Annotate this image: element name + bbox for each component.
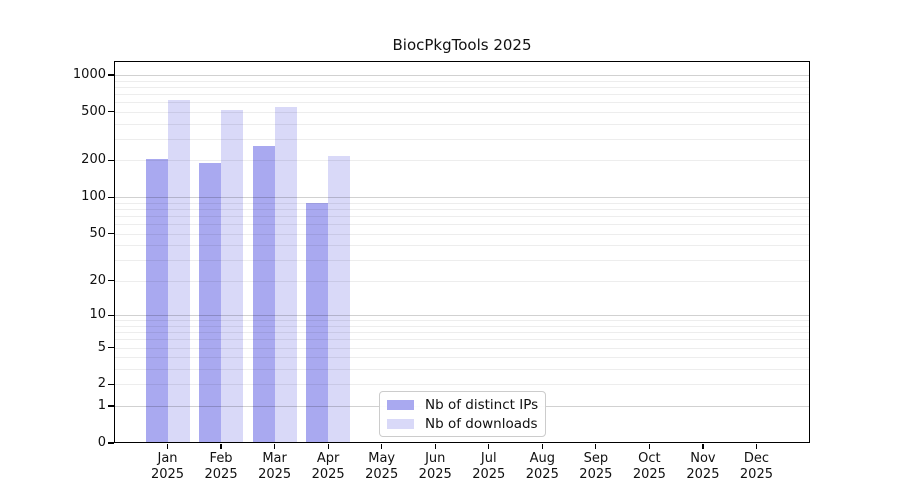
y-axis-tick-1 [108, 405, 114, 407]
y-axis-tick-label-2: 2 [97, 376, 106, 392]
y-axis-tick-label-5: 5 [97, 339, 106, 355]
gridline-minor-60 [114, 224, 810, 225]
gridline-major-100 [114, 197, 810, 199]
x-axis-tick-may [381, 444, 383, 449]
gridline-major-1000 [114, 74, 810, 76]
gridline-minor-40 [114, 245, 810, 247]
x-axis-label-dec: Dec 2025 [739, 451, 773, 482]
y-axis-tick-0 [108, 442, 114, 444]
gridline-minor-800 [114, 86, 810, 88]
bar-distinct-ips-mar [252, 145, 275, 443]
x-axis-tick-aug [541, 444, 543, 449]
gridline-minor-20 [114, 280, 810, 282]
y-axis-tick-10 [108, 314, 114, 316]
y-axis-tick-1000 [108, 74, 114, 76]
x-axis-label-apr: Apr 2025 [311, 451, 345, 482]
legend-label-downloads: Nb of downloads [425, 415, 538, 432]
legend: Nb of distinct IPs Nb of downloads [379, 391, 546, 437]
gridline-minor-4 [114, 357, 810, 359]
gridline-minor-70 [114, 215, 810, 217]
x-axis-label-aug: Aug 2025 [525, 451, 559, 482]
x-axis-label-mar: Mar 2025 [258, 451, 292, 482]
gridline-minor-30 [114, 260, 810, 262]
bar-distinct-ips-feb [199, 162, 222, 443]
gridline-minor-9 [114, 320, 810, 322]
gridline-minor-7 [114, 332, 810, 334]
y-axis-tick-2 [108, 383, 114, 386]
bar-distinct-ips-apr [306, 202, 329, 443]
gridline-minor-2 [114, 384, 810, 386]
x-axis-tick-sep [595, 444, 597, 449]
y-axis-tick-label-50: 50 [89, 225, 106, 241]
gridline-minor-200 [114, 160, 810, 162]
bar-downloads-mar [274, 106, 297, 443]
gridline-minor-500 [114, 111, 810, 113]
y-axis-tick-50 [108, 232, 114, 235]
y-axis-tick-5 [108, 346, 114, 349]
y-axis-tick-label-100: 100 [81, 189, 106, 205]
x-axis-tick-feb [220, 444, 222, 449]
x-axis-label-may: May 2025 [365, 451, 399, 482]
x-axis-tick-jun [434, 444, 436, 449]
y-axis-tick-label-200: 200 [81, 152, 106, 168]
bar-downloads-feb [221, 110, 244, 443]
gridline-minor-3 [114, 369, 810, 371]
y-axis-tick-label-20: 20 [89, 272, 106, 288]
gridline-minor-700 [114, 93, 810, 95]
x-axis-label-nov: Nov 2025 [686, 451, 720, 482]
legend-swatch-downloads-icon [387, 418, 414, 429]
gridline-minor-5 [114, 347, 810, 349]
x-axis-tick-nov [702, 444, 704, 449]
y-axis-tick-label-1: 1 [97, 398, 106, 414]
gridline-minor-600 [114, 102, 810, 104]
gridline-major-10 [114, 315, 810, 317]
y-axis-tick-200 [108, 159, 114, 162]
y-axis-tick-100 [108, 196, 114, 198]
bar-downloads-apr [328, 156, 351, 443]
x-axis-label-jul: Jul 2025 [472, 451, 506, 482]
x-axis-tick-oct [648, 444, 650, 449]
x-axis-label-oct: Oct 2025 [632, 451, 666, 482]
y-axis-tick-label-0: 0 [97, 435, 106, 450]
x-axis-label-sep: Sep 2025 [579, 451, 613, 482]
x-axis-label-jan: Jan 2025 [150, 451, 185, 482]
legend-swatch-distinct-ips-icon [387, 399, 414, 410]
y-axis-tick-label-500: 500 [81, 103, 106, 119]
gridline-minor-90 [114, 202, 810, 204]
y-axis-tick-500 [108, 111, 114, 113]
bar-distinct-ips-jan [145, 158, 168, 443]
gridline-minor-400 [114, 123, 810, 125]
x-axis-tick-dec [755, 444, 758, 449]
chart-title: BiocPkgTools 2025 [392, 36, 532, 54]
legend-label-distinct-ips: Nb of distinct IPs [425, 396, 539, 413]
x-axis-tick-jul [488, 444, 490, 449]
gridline-minor-80 [114, 208, 810, 210]
legend-item-distinct-ips: Nb of distinct IPs [387, 397, 545, 413]
x-axis-tick-jan [166, 444, 169, 449]
gridline-minor-300 [114, 138, 810, 140]
bar-downloads-jan [167, 99, 190, 443]
gridline-minor-50 [114, 233, 810, 235]
x-axis-tick-mar [274, 444, 276, 449]
x-axis-tick-apr [327, 444, 329, 449]
gridline-minor-8 [114, 325, 810, 327]
x-axis-label-feb: Feb 2025 [204, 451, 238, 482]
gridline-minor-6 [114, 339, 810, 341]
y-axis-tick-label-10: 10 [89, 307, 106, 323]
legend-item-downloads: Nb of downloads [387, 416, 545, 432]
x-axis-label-jun: Jun 2025 [418, 451, 452, 482]
gridline-minor-900 [114, 80, 810, 82]
y-axis-tick-label-1000: 1000 [72, 66, 106, 82]
y-axis-tick-20 [108, 280, 114, 282]
